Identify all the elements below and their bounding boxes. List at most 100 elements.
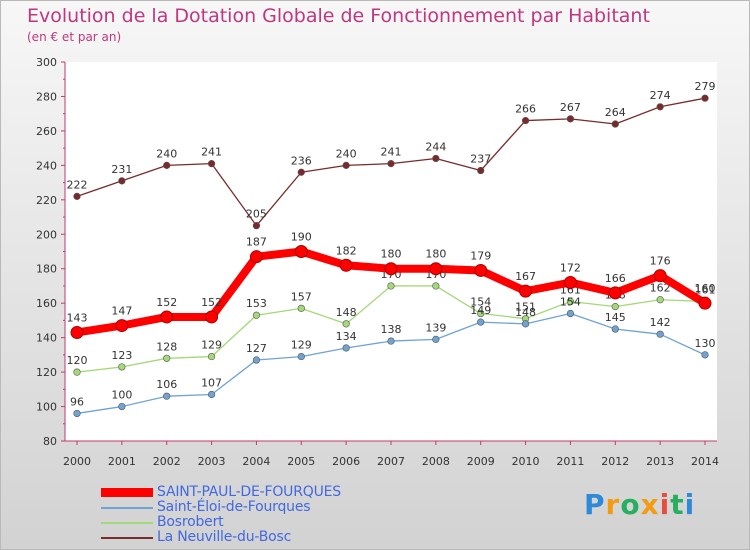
data-label-bosrobert: 162 xyxy=(650,282,671,295)
y-tick-label: 260 xyxy=(36,125,57,138)
data-point-saint-eloi-de-fourques xyxy=(207,390,216,399)
data-point-saint-paul-de-fourques xyxy=(339,258,353,272)
x-tick-label: 2009 xyxy=(467,455,495,468)
logo-letter: t xyxy=(670,488,685,521)
data-point-saint-paul-de-fourques xyxy=(249,250,263,264)
data-point-la-neuville-du-bosc xyxy=(566,115,575,123)
data-label-bosrobert: 148 xyxy=(336,306,357,319)
data-point-la-neuville-du-bosc xyxy=(342,161,350,169)
data-label-la-neuville-du-bosc: 240 xyxy=(156,147,177,160)
data-point-la-neuville-du-bosc xyxy=(207,160,216,168)
logo-letter: x xyxy=(640,488,660,521)
y-tick-label: 160 xyxy=(36,297,57,310)
data-label-saint-paul-de-fourques: 187 xyxy=(246,236,267,249)
x-tick-label: 2000 xyxy=(63,455,91,468)
data-point-bosrobert xyxy=(252,311,261,319)
data-point-saint-eloi-de-fourques xyxy=(521,320,530,328)
data-label-bosrobert: 161 xyxy=(695,283,716,296)
data-label-saint-eloi-de-fourques: 148 xyxy=(515,306,536,319)
data-point-saint-eloi-de-fourques xyxy=(477,318,485,326)
data-label-saint-paul-de-fourques: 180 xyxy=(381,248,402,261)
data-label-saint-paul-de-fourques: 182 xyxy=(336,244,357,257)
data-point-bosrobert xyxy=(432,282,440,290)
data-point-saint-eloi-de-fourques xyxy=(566,309,575,318)
x-tick-label: 2006 xyxy=(332,455,360,468)
data-point-saint-eloi-de-fourques xyxy=(701,351,709,359)
data-point-saint-paul-de-fourques xyxy=(429,262,443,276)
data-point-saint-eloi-de-fourques xyxy=(118,402,126,411)
data-point-la-neuville-du-bosc xyxy=(611,120,619,128)
x-tick-label: 2003 xyxy=(198,455,226,468)
x-tick-label: 2008 xyxy=(422,455,450,468)
legend-label: SAINT-PAUL-DE-FOURQUES xyxy=(157,484,341,500)
y-tick-label: 240 xyxy=(36,159,57,172)
data-label-saint-eloi-de-fourques: 96 xyxy=(70,395,84,408)
data-label-la-neuville-du-bosc: 267 xyxy=(560,101,581,114)
data-label-saint-paul-de-fourques: 147 xyxy=(111,305,132,318)
logo-letter: o xyxy=(620,488,641,521)
y-tick-label: 280 xyxy=(36,90,57,103)
data-label-bosrobert: 154 xyxy=(470,296,491,309)
data-label-saint-eloi-de-fourques: 149 xyxy=(470,304,491,317)
data-point-saint-eloi-de-fourques xyxy=(297,352,305,361)
data-point-saint-eloi-de-fourques xyxy=(656,330,664,338)
data-point-bosrobert xyxy=(656,296,664,304)
line-chart: 80 100 120 140 160 180 200 220 240 260 280 300 2000 2… xyxy=(36,56,719,468)
data-point-saint-paul-de-fourques xyxy=(160,310,174,324)
x-tick-label: 2011 xyxy=(556,455,584,468)
chart-legend: SAINT-PAUL-DE-FOURQUES Saint-Éloi-de-Four… xyxy=(101,485,341,545)
data-label-bosrobert: 128 xyxy=(156,340,177,353)
data-label-saint-eloi-de-fourques: 107 xyxy=(201,376,222,389)
x-tick-label: 2014 xyxy=(691,455,719,468)
data-label-saint-paul-de-fourques: 166 xyxy=(605,272,626,285)
data-label-saint-eloi-de-fourques: 134 xyxy=(336,330,357,343)
data-label-saint-eloi-de-fourques: 138 xyxy=(381,323,402,336)
data-point-saint-paul-de-fourques xyxy=(294,245,308,258)
data-label-saint-paul-de-fourques: 167 xyxy=(515,270,536,283)
data-label-la-neuville-du-bosc: 236 xyxy=(291,154,312,167)
logo-letter: r xyxy=(605,488,621,521)
data-point-saint-eloi-de-fourques xyxy=(387,337,395,345)
data-point-saint-paul-de-fourques xyxy=(698,296,712,310)
data-label-bosrobert: 157 xyxy=(291,290,312,303)
data-label-saint-eloi-de-fourques: 100 xyxy=(111,389,132,402)
data-label-bosrobert: 151 xyxy=(515,301,536,314)
data-label-la-neuville-du-bosc: 240 xyxy=(336,147,357,160)
data-label-saint-eloi-de-fourques: 139 xyxy=(425,321,446,334)
data-point-saint-paul-de-fourques xyxy=(519,284,533,298)
data-point-saint-eloi-de-fourques xyxy=(73,409,81,418)
data-point-la-neuville-du-bosc xyxy=(521,116,530,125)
legend-label: Saint-Éloi-de-Fourques xyxy=(157,499,311,515)
data-point-saint-paul-de-fourques xyxy=(563,276,577,290)
legend-swatch xyxy=(101,521,153,524)
x-tick-label: 2013 xyxy=(646,455,674,468)
data-point-la-neuville-du-bosc xyxy=(656,103,664,111)
data-label-saint-paul-de-fourques: 152 xyxy=(201,296,222,309)
y-tick-label: 140 xyxy=(36,332,57,345)
data-label-saint-paul-de-fourques: 179 xyxy=(470,249,491,262)
data-point-bosrobert xyxy=(163,354,171,362)
data-point-saint-paul-de-fourques xyxy=(384,262,398,276)
data-label-saint-eloi-de-fourques: 127 xyxy=(246,342,267,355)
data-point-la-neuville-du-bosc xyxy=(477,166,485,175)
legend-item: Saint-Éloi-de-Fourques xyxy=(101,500,341,515)
x-tick-label: 2007 xyxy=(377,455,405,468)
data-label-la-neuville-du-bosc: 241 xyxy=(201,146,222,159)
data-label-la-neuville-du-bosc: 279 xyxy=(695,80,716,93)
data-point-saint-eloi-de-fourques xyxy=(611,325,619,333)
data-label-bosrobert: 123 xyxy=(111,349,132,362)
data-point-la-neuville-du-bosc xyxy=(432,154,440,163)
data-point-saint-paul-de-fourques xyxy=(653,269,667,283)
data-label-la-neuville-du-bosc: 237 xyxy=(470,153,491,166)
data-point-bosrobert xyxy=(387,282,395,290)
data-point-bosrobert xyxy=(477,309,485,318)
data-label-saint-paul-de-fourques: 176 xyxy=(650,255,671,268)
x-tick-label: 2004 xyxy=(242,455,270,468)
data-point-saint-paul-de-fourques xyxy=(474,263,488,277)
data-label-saint-eloi-de-fourques: 106 xyxy=(156,378,177,391)
data-point-la-neuville-du-bosc xyxy=(297,168,305,176)
data-label-la-neuville-du-bosc: 244 xyxy=(425,140,446,153)
x-tick-label: 2010 xyxy=(512,455,540,468)
data-point-bosrobert xyxy=(566,297,575,306)
